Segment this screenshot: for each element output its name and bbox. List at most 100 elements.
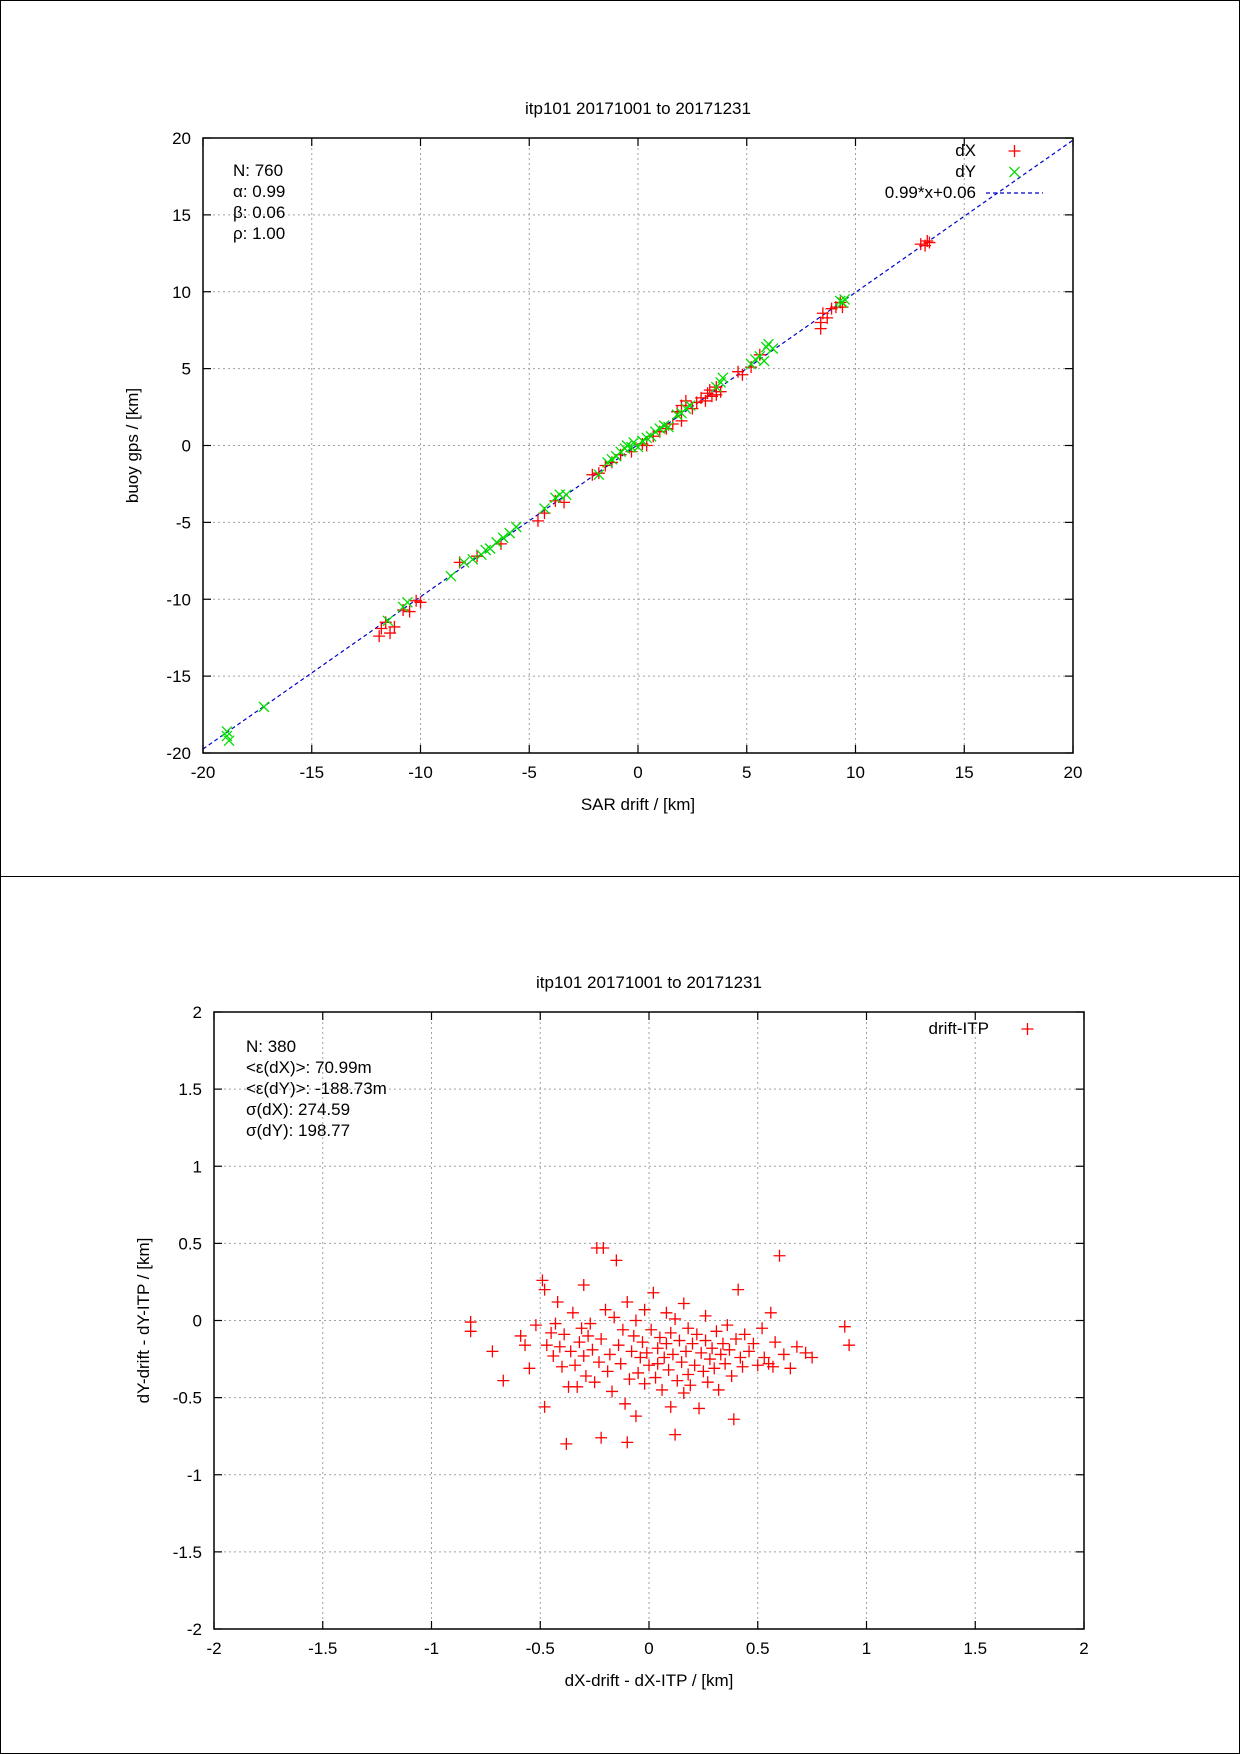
data-point <box>677 1386 690 1399</box>
data-point <box>662 421 674 433</box>
data-point <box>606 1385 619 1398</box>
stats-line: N: 760 <box>233 161 283 180</box>
stats-line: α: 0.99 <box>233 182 285 201</box>
data-point <box>538 1283 551 1296</box>
data-point <box>632 441 644 453</box>
stats-line: <ε(dX)>: 70.99m <box>246 1058 372 1077</box>
top-chart-panel: -20 -15 -10 -5 0 5 10 15 20 -20 -15 -10 -5 0 5 10 15 20 it… <box>0 0 1240 878</box>
data-point <box>632 1366 645 1379</box>
data-point <box>736 368 749 381</box>
bottom-scatter-chart: -2 -1.5 -1 -0.5 0 0.5 1 1.5 2 -2 -1.5 -1 -0.5 0 0.5 1 1.… <box>134 973 1089 1690</box>
data-point <box>586 1343 599 1356</box>
data-point <box>821 311 834 324</box>
series-drift-ITP <box>464 1242 856 1450</box>
data-point <box>773 1249 786 1262</box>
data-point <box>523 1362 536 1375</box>
data-point <box>621 1436 634 1449</box>
data-point <box>645 1323 658 1336</box>
data-point <box>573 1336 586 1349</box>
series-dX <box>373 235 936 643</box>
data-point <box>699 1309 712 1322</box>
data-point <box>597 1242 610 1255</box>
x-tick-label: -1.5 <box>308 1639 337 1658</box>
data-point <box>577 1349 590 1362</box>
data-point <box>738 1328 751 1341</box>
plot-frame <box>213 1011 1085 1630</box>
data-point <box>660 1306 673 1319</box>
data-point <box>569 1359 582 1372</box>
data-point <box>510 521 522 533</box>
data-point <box>756 1322 769 1335</box>
data-point <box>584 1317 597 1330</box>
data-point <box>586 468 599 481</box>
data-point <box>695 1346 708 1359</box>
data-point <box>560 489 572 501</box>
x-tick-label: -0.5 <box>526 1639 555 1658</box>
data-point <box>814 322 827 335</box>
data-point <box>658 1351 671 1364</box>
data-point <box>560 1437 573 1450</box>
data-point <box>784 1362 797 1375</box>
data-point <box>838 1320 851 1333</box>
y-tick-label: -20 <box>166 744 191 763</box>
legend-marker <box>1008 145 1021 157</box>
data-point <box>575 1322 588 1335</box>
data-point <box>549 494 562 507</box>
x-tick-label: 10 <box>846 763 865 782</box>
x-axis-label: dX-drift - dX-ITP / [km] <box>565 1671 734 1690</box>
data-point <box>566 1306 579 1319</box>
data-point <box>401 596 413 608</box>
data-point <box>712 1383 725 1396</box>
data-point <box>656 1383 669 1396</box>
data-point <box>571 1380 584 1393</box>
data-point <box>675 1356 688 1369</box>
x-tick-label: 5 <box>742 763 751 782</box>
data-point <box>684 1379 697 1392</box>
x-tick-label: -2 <box>206 1639 221 1658</box>
data-point <box>640 1346 653 1359</box>
data-point <box>653 1331 666 1344</box>
x-tick-label: 0 <box>644 1639 653 1658</box>
data-point <box>616 1323 629 1336</box>
y-axis-label: dY-drift - dY-ITP / [km] <box>134 1238 153 1404</box>
data-point <box>651 1357 664 1370</box>
data-point <box>373 630 386 643</box>
data-point <box>736 1360 749 1373</box>
x-tick-label: 0.5 <box>746 1639 770 1658</box>
stats-line: N: 380 <box>246 1037 296 1056</box>
y-tick-label: -10 <box>166 590 191 609</box>
data-point <box>725 1370 738 1383</box>
data-point <box>743 1345 756 1358</box>
legend-label: dX <box>955 141 976 160</box>
data-point <box>660 1337 673 1350</box>
data-point <box>747 1337 760 1350</box>
data-point <box>382 615 394 627</box>
data-point <box>714 1348 727 1361</box>
data-point <box>673 1334 686 1347</box>
data-point <box>556 1360 568 1373</box>
data-point <box>529 1319 542 1332</box>
data-point <box>769 1336 782 1349</box>
data-point <box>767 343 779 355</box>
data-point <box>491 536 503 548</box>
y-tick-label: 0.5 <box>178 1234 202 1253</box>
data-point <box>638 1377 651 1390</box>
data-point <box>719 1357 732 1370</box>
legend-label: 0.99*x+0.06 <box>885 183 976 202</box>
y-tick-label: -1 <box>187 1466 202 1485</box>
data-point <box>486 1345 499 1358</box>
data-point <box>636 1336 649 1349</box>
y-tick-label: -15 <box>166 667 191 686</box>
data-point <box>638 1303 651 1316</box>
x-tick-label: 15 <box>955 763 974 782</box>
data-point <box>539 503 550 514</box>
x-tick-label: -20 <box>191 763 216 782</box>
data-point <box>806 1351 819 1364</box>
data-point <box>619 1397 632 1410</box>
data-point <box>721 1319 734 1332</box>
data-point <box>592 1356 605 1369</box>
data-point <box>588 1376 601 1389</box>
data-point <box>682 1322 695 1335</box>
data-point <box>921 235 934 248</box>
data-point <box>221 726 233 737</box>
